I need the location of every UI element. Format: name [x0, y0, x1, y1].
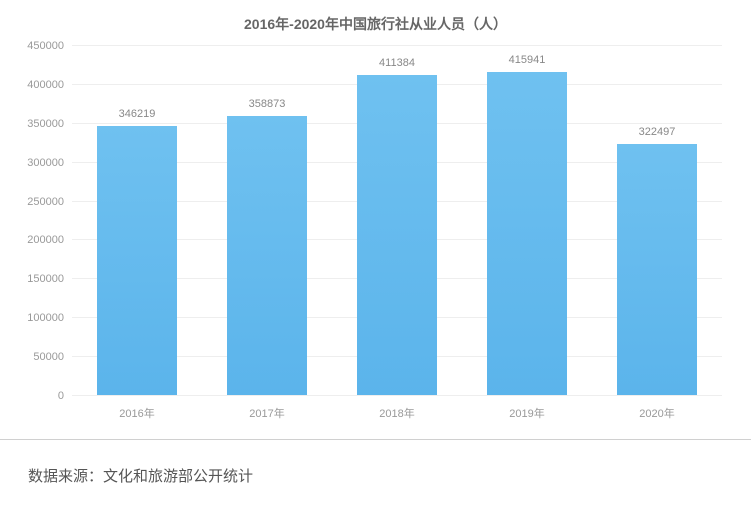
y-tick-label: 250000: [27, 196, 64, 208]
bar: 322497: [617, 144, 698, 395]
y-tick-label: 450000: [27, 40, 64, 52]
x-tick-label: 2020年: [592, 395, 722, 421]
bar-slot: 411384: [332, 45, 462, 395]
x-tick-label: 2016年: [72, 395, 202, 421]
y-tick-label: 200000: [27, 234, 64, 246]
x-tick-label: 2018年: [332, 395, 462, 421]
bar-slot: 358873: [202, 45, 332, 395]
y-tick-label: 100000: [27, 312, 64, 324]
data-source-line: 数据来源：文化和旅游部公开统计: [28, 465, 253, 486]
plot-area: 0500001000001500002000002500003000003500…: [72, 45, 722, 395]
y-tick-label: 350000: [27, 118, 64, 130]
bar-value-label: 346219: [119, 108, 156, 120]
bar: 415941: [487, 72, 568, 396]
source-text: 文化和旅游部公开统计: [103, 468, 253, 485]
bar-slot: 346219: [72, 45, 202, 395]
y-tick-label: 300000: [27, 157, 64, 169]
bar-value-label: 411384: [379, 57, 415, 69]
bar: 411384: [357, 75, 438, 395]
bar-value-label: 322497: [639, 126, 676, 138]
x-tick-label: 2017年: [202, 395, 332, 421]
y-tick-label: 150000: [27, 273, 64, 285]
y-tick-label: 0: [58, 390, 64, 402]
bar-value-label: 415941: [509, 54, 546, 66]
y-tick-label: 50000: [33, 351, 64, 363]
chart-title: 2016年-2020年中国旅行社从业人员（人）: [0, 0, 751, 34]
bars-group: 346219 358873 411384 415941 322497: [72, 45, 722, 395]
bar-slot: 415941: [462, 45, 592, 395]
chart-container: 2016年-2020年中国旅行社从业人员（人） 0500001000001500…: [0, 0, 751, 440]
source-prefix: 数据来源：: [28, 468, 103, 485]
bar: 346219: [97, 126, 178, 395]
bar-value-label: 358873: [249, 98, 286, 110]
y-tick-label: 400000: [27, 79, 64, 91]
bar-slot: 322497: [592, 45, 722, 395]
bar: 358873: [227, 116, 308, 395]
x-axis-labels: 2016年2017年2018年2019年2020年: [72, 395, 722, 421]
x-tick-label: 2019年: [462, 395, 592, 421]
